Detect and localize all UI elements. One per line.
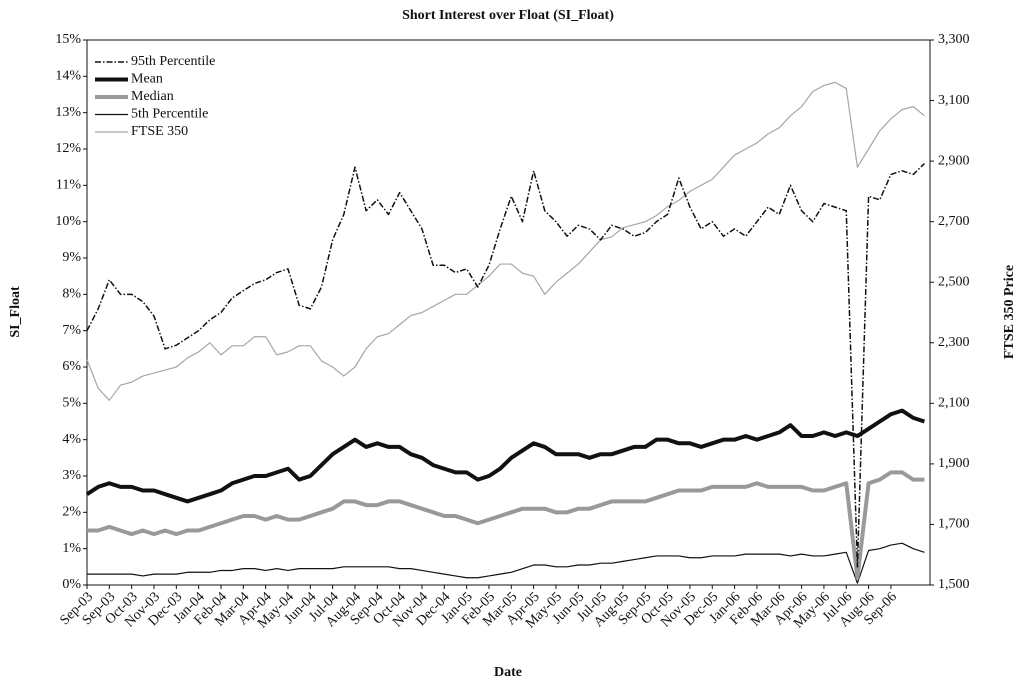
y-tick-label: 10%: [55, 214, 81, 229]
y-tick-label: 5%: [62, 396, 81, 411]
y-tick-label: 2%: [62, 505, 81, 520]
y-tick-label: 13%: [55, 105, 81, 120]
y-tick-label: 3%: [62, 468, 81, 483]
y-tick-label: 11%: [56, 178, 81, 193]
y2-tick-label: 2,700: [938, 214, 970, 229]
y2-tick-label: 2,900: [938, 153, 970, 168]
y-tick-label: 12%: [55, 141, 81, 156]
series-line: [86, 81, 925, 401]
legend-label: Median: [131, 89, 174, 104]
y-tick-label: 6%: [62, 359, 81, 374]
y2-tick-label: 2,100: [938, 396, 970, 411]
y-tick-label: 14%: [55, 69, 81, 84]
series-line: [85, 408, 926, 504]
y-tick-label: 0%: [62, 577, 81, 592]
y2-tick-label: 2,500: [938, 274, 970, 289]
x-axis-title: Date: [494, 665, 522, 680]
y-tick-label: 15%: [55, 32, 81, 47]
series-line: [87, 470, 925, 580]
series-line: [86, 162, 925, 568]
y2-tick-label: 1,900: [938, 456, 970, 471]
plot-frame: [86, 39, 931, 586]
legend-label: 95th Percentile: [131, 54, 215, 69]
y2-tick-label: 3,100: [938, 93, 970, 108]
legend-label: 5th Percentile: [131, 107, 208, 122]
y2-tick-label: 2,300: [938, 335, 970, 350]
y-tick-label: 1%: [62, 541, 81, 556]
y-tick-label: 4%: [62, 432, 81, 447]
y2-tick-label: 1,500: [938, 577, 970, 592]
y-tick-label: 9%: [62, 250, 81, 265]
legend-label: Mean: [131, 72, 163, 87]
y-tick-label: 7%: [62, 323, 81, 338]
series-line: [87, 542, 925, 584]
chart-title: Short Interest over Float (SI_Float): [402, 8, 614, 23]
y-axis-title: SI_Float: [8, 286, 23, 338]
y2-tick-label: 1,700: [938, 517, 970, 532]
y2-axis-title: FTSE 350 Price: [1002, 265, 1017, 359]
y-tick-label: 8%: [62, 287, 81, 302]
y2-tick-label: 3,300: [938, 32, 970, 47]
legend-label: FTSE 350: [131, 124, 188, 139]
